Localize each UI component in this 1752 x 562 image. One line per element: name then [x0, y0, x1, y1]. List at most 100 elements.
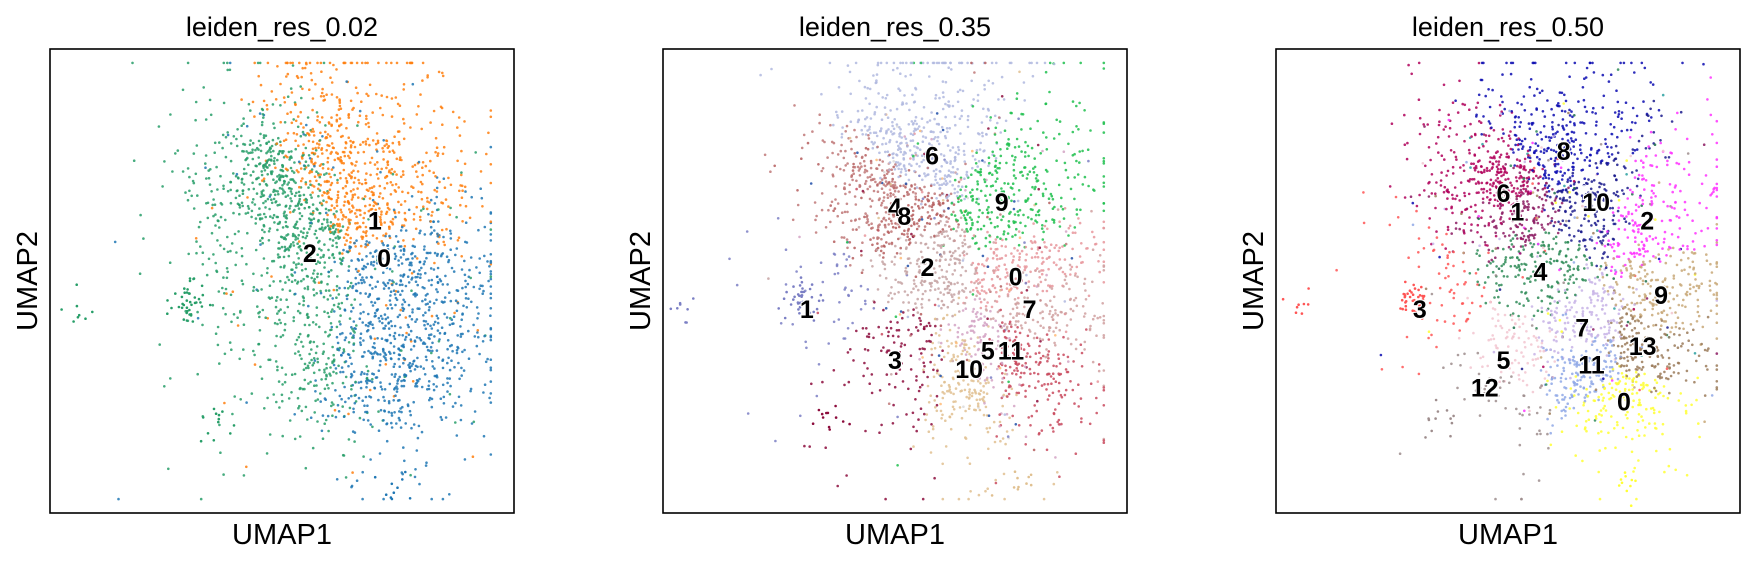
data-point [1011, 235, 1014, 238]
data-point [431, 349, 434, 353]
data-point [1063, 258, 1067, 261]
data-point [386, 146, 390, 150]
data-point [382, 419, 385, 422]
data-point [882, 183, 886, 186]
data-point [815, 214, 818, 218]
data-point [257, 74, 261, 78]
data-point [394, 235, 398, 238]
data-point [392, 334, 396, 338]
data-point [298, 199, 301, 203]
data-point [937, 304, 941, 308]
data-point [900, 362, 903, 365]
data-point [77, 313, 81, 317]
data-point [1022, 81, 1026, 84]
data-point [883, 106, 887, 109]
data-point [356, 124, 359, 127]
data-point [971, 199, 974, 202]
data-point [396, 382, 399, 385]
data-point [986, 487, 989, 491]
data-point [891, 225, 895, 229]
data-point [290, 178, 294, 181]
data-point [1032, 167, 1035, 170]
data-point [397, 347, 401, 350]
data-point [367, 209, 371, 213]
data-point [252, 170, 255, 173]
data-point [423, 373, 427, 376]
data-point [921, 347, 924, 350]
data-point [395, 173, 398, 176]
data-point [388, 333, 392, 337]
data-point [1029, 193, 1033, 197]
data-point [876, 145, 879, 149]
data-point [232, 172, 235, 175]
data-point [75, 304, 79, 308]
data-point [432, 302, 436, 305]
data-point [1081, 149, 1084, 153]
data-point [426, 196, 429, 200]
data-point [941, 497, 945, 501]
data-point [961, 371, 965, 374]
data-point [1016, 249, 1019, 252]
data-point [311, 140, 315, 144]
data-point [884, 211, 888, 214]
data-point [883, 267, 887, 271]
data-point [954, 387, 958, 390]
data-point [325, 366, 328, 370]
data-point [921, 140, 925, 143]
data-point [387, 322, 390, 325]
data-point [983, 178, 986, 181]
data-point [1017, 296, 1020, 300]
data-point [385, 182, 389, 185]
data-point [870, 222, 873, 225]
data-point [226, 189, 230, 193]
data-point [400, 384, 404, 388]
data-point [829, 123, 832, 127]
data-point [933, 192, 936, 195]
data-point [366, 137, 370, 141]
data-point [861, 268, 865, 272]
data-point [320, 70, 323, 73]
data-point [844, 130, 847, 133]
data-point [381, 146, 384, 150]
data-point [291, 61, 295, 65]
data-point [201, 416, 205, 419]
data-point [1073, 176, 1076, 179]
data-point [310, 168, 314, 171]
data-point [898, 225, 901, 229]
data-point [437, 340, 441, 343]
data-point [268, 195, 272, 198]
data-point [452, 322, 455, 325]
data-point [931, 425, 935, 428]
data-point [398, 158, 402, 161]
data-point [904, 182, 908, 185]
data-point [936, 297, 940, 301]
data-point [949, 149, 952, 152]
data-point [892, 403, 895, 407]
data-point [429, 220, 433, 223]
data-point [921, 178, 924, 182]
data-point [254, 164, 257, 168]
data-point [356, 151, 360, 154]
data-point [338, 346, 342, 350]
data-point [316, 272, 320, 276]
data-point [223, 401, 226, 405]
data-point [459, 203, 462, 207]
data-point [957, 184, 960, 188]
data-point [232, 424, 236, 427]
data-point [335, 296, 338, 300]
data-point [933, 288, 937, 291]
data-point [402, 224, 406, 227]
data-point [849, 264, 852, 267]
data-point [322, 163, 325, 166]
data-point [226, 235, 229, 239]
data-point [992, 269, 995, 273]
data-point [997, 116, 1001, 119]
data-point [991, 257, 995, 260]
data-point [262, 136, 266, 139]
data-point [316, 420, 319, 423]
data-point [969, 337, 973, 341]
data-point [1055, 118, 1058, 122]
data-point [897, 87, 900, 90]
data-point [896, 321, 899, 324]
data-point [242, 474, 246, 477]
